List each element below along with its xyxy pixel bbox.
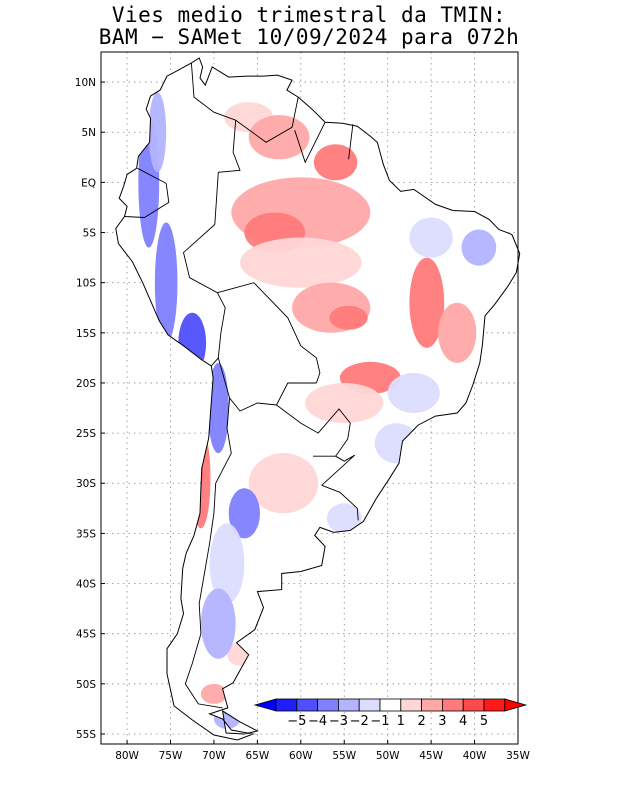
y-tick-label: 35S (76, 528, 96, 540)
colorbar-swatch (441, 698, 464, 712)
warm-bias-area (438, 302, 477, 363)
map-frame (100, 51, 519, 745)
x-tick-label: 75W (159, 750, 183, 762)
cold-bias-area (326, 503, 362, 534)
border-line (235, 97, 299, 143)
warm-bias-area (409, 257, 445, 348)
colorbar-label: −4 (308, 714, 327, 729)
cold-bias-area (200, 588, 236, 659)
colorbar-swatch (275, 698, 298, 712)
colorbar-swatch (483, 698, 506, 712)
map-title-line1: Vies medio trimestral da TMIN: (111, 3, 507, 27)
colorbar-swatch (379, 698, 402, 712)
colorbar-swatch (358, 698, 381, 712)
warm-bias-area (200, 683, 227, 704)
cold-bias-area (461, 229, 497, 266)
border-line (217, 282, 321, 384)
colorbar-swatch (296, 698, 318, 712)
warm-bias-area (313, 144, 358, 181)
y-tick-label: 15S (76, 328, 96, 340)
warm-bias-area (240, 237, 362, 288)
x-tick-label: 70W (202, 750, 226, 762)
y-tick-label: 55S (76, 729, 96, 741)
y-tick-label: 50S (76, 679, 96, 691)
y-tick-label: 20S (76, 378, 96, 390)
cold-bias-area (154, 222, 178, 343)
cold-bias-area (409, 217, 453, 258)
warm-bias-area (248, 115, 310, 160)
warm-bias-area (305, 382, 384, 424)
country-borders (124, 62, 359, 709)
colorbar-label: −3 (329, 714, 348, 729)
colorbar: −5 −4 −3 −2 −1 1 2 3 4 5 (253, 698, 528, 729)
y-tick-label: 40S (76, 579, 96, 591)
cold-bias-area (148, 92, 167, 173)
x-tick-label: 60W (289, 750, 313, 762)
border-line (321, 454, 356, 486)
border-line (124, 167, 170, 218)
colorbar-swatch (337, 698, 360, 712)
y-tick-label: 5S (83, 228, 97, 240)
x-tick-label: 80W (115, 750, 139, 762)
cold-bias-area (228, 488, 260, 539)
y-tick-label: 10S (76, 278, 96, 290)
y-tick-label: EQ (81, 177, 96, 189)
y-tick-label: 10N (75, 77, 96, 89)
border-line (294, 121, 326, 164)
y-tick-label: 25S (76, 428, 96, 440)
border-line (348, 124, 354, 160)
x-tick-label: 50W (376, 750, 400, 762)
cold-bias-area (387, 372, 440, 414)
colorbar-swatch (317, 698, 339, 712)
colorbar-label: −2 (350, 714, 369, 729)
y-tick-label: 30S (76, 478, 96, 490)
border-line (184, 397, 232, 709)
map-title-line2: BAM − SAMet 10/09/2024 para 072h (98, 25, 520, 49)
coastline (115, 57, 521, 741)
y-tick-label: 45S (76, 629, 96, 641)
colorbar-label: 5 (480, 714, 488, 729)
colorbar-label: 4 (459, 714, 467, 729)
x-tick-label: 35W (506, 750, 530, 762)
colorbar-label: 2 (417, 714, 425, 729)
colorbar-label: 1 (397, 714, 405, 729)
y-tick-label: 5N (81, 127, 96, 139)
colorbar-swatch (421, 698, 443, 712)
border-line (321, 484, 359, 521)
colorbar-arrow-low (253, 698, 277, 712)
cold-bias-area (207, 362, 229, 454)
cold-bias-area (374, 423, 419, 464)
border-line (190, 62, 241, 225)
bias-field (138, 92, 497, 729)
colorbar-swatch (400, 698, 422, 712)
colorbar-swatch (462, 698, 485, 712)
axis-ticks: 80W 75W 70W 65W 60W 55W 50W 45W 40W 35W 10N 5N EQ 5S 1… (75, 77, 531, 762)
cold-bias-area (178, 312, 207, 373)
border-line (276, 404, 351, 457)
x-tick-label: 45W (419, 750, 443, 762)
colorbar-label: −1 (370, 714, 389, 729)
x-tick-label: 40W (463, 750, 487, 762)
border-line (182, 224, 226, 367)
colorbar-label: 3 (438, 714, 446, 729)
warm-bias-area (248, 453, 319, 514)
cold-bias-area (209, 523, 245, 604)
x-tick-label: 65W (246, 750, 270, 762)
colorbar-arrow-high (504, 698, 528, 712)
warm-bias-area (329, 305, 368, 330)
colorbar-label: −5 (287, 714, 306, 729)
land-field (115, 57, 521, 741)
x-tick-label: 55W (332, 750, 356, 762)
